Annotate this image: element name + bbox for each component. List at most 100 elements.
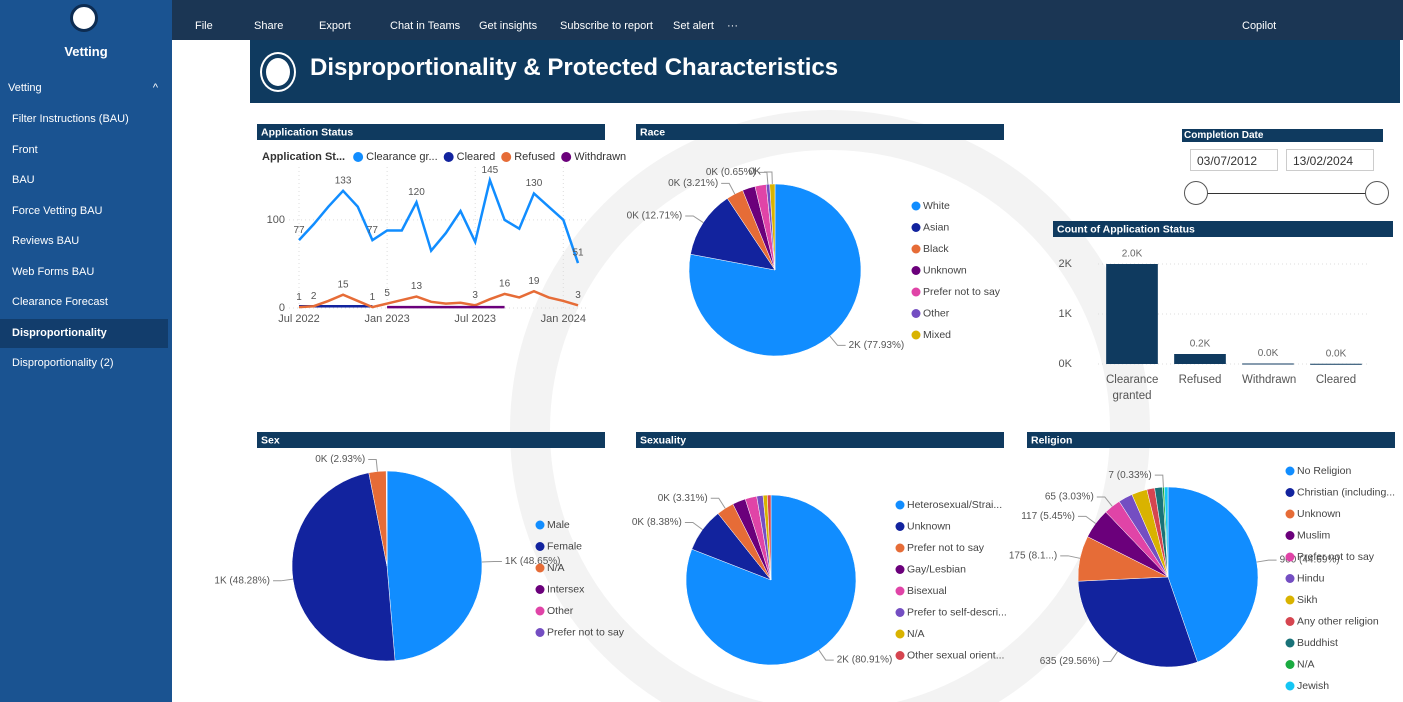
legend-label: Prefer not to say: [907, 542, 985, 554]
x-tick-box: Clearance granted: [1098, 372, 1166, 406]
data-label: 120: [408, 187, 425, 198]
chart-title: Race: [640, 126, 665, 138]
data-label: 175 (8.1...): [1009, 550, 1057, 561]
legend-marker: [896, 544, 905, 553]
legend-marker: [1286, 467, 1295, 476]
data-label: 15: [337, 279, 349, 290]
x-tick-label: Clearance granted: [1098, 372, 1166, 404]
data-label: 0.0K: [1258, 348, 1279, 359]
legend-label: Prefer not to say: [547, 626, 625, 638]
legend-label: N/A: [547, 562, 565, 574]
legend-marker: [444, 152, 454, 162]
chart-title: Application Status: [261, 126, 353, 138]
legend-label: Other: [547, 605, 574, 617]
x-tick-box: Withdrawn: [1234, 372, 1302, 406]
legend-marker: [1286, 510, 1295, 519]
legend-marker: [912, 223, 921, 232]
legend-marker: [1286, 488, 1295, 497]
legend-label: Asian: [923, 221, 949, 233]
panel-header: [636, 432, 1004, 448]
legend-marker: [896, 587, 905, 596]
legend-marker: [1286, 682, 1295, 691]
legend-marker: [896, 522, 905, 531]
data-label: 117 (5.45%): [1021, 511, 1075, 522]
legend-marker: [912, 331, 921, 340]
legend-marker: [896, 651, 905, 660]
data-label: 51: [572, 248, 584, 259]
data-label: 7 (0.33%): [1108, 470, 1151, 481]
data-label: 2: [311, 291, 317, 302]
legend-label: Male: [547, 519, 570, 531]
data-label: 65 (3.03%): [1045, 492, 1094, 503]
legend-label: Unknown: [923, 264, 967, 276]
legend-marker: [353, 152, 363, 162]
data-label: 19: [528, 276, 540, 287]
legend-label: Other sexual orient...: [907, 649, 1004, 661]
legend-label: Muslim: [1297, 529, 1331, 541]
legend-label: Mixed: [923, 329, 951, 341]
legend-label: Christian (including...: [1297, 486, 1395, 498]
legend-label: White: [923, 200, 950, 212]
legend-marker: [536, 607, 545, 616]
legend-label: Hindu: [1297, 572, 1325, 584]
legend-label: Bisexual: [907, 585, 947, 597]
legend-marker: [1286, 574, 1295, 583]
legend-label: No Religion: [1297, 465, 1351, 477]
panel-header: [1027, 432, 1395, 448]
leader-line: [368, 460, 377, 472]
bar: [1242, 364, 1294, 365]
series-line: [299, 180, 578, 263]
x-tick-label: Jul 2023: [454, 313, 496, 325]
bar: [1310, 364, 1362, 365]
leader-line: [685, 522, 703, 529]
data-label: 0K: [749, 167, 762, 178]
legend-label: Unknown: [1297, 508, 1341, 520]
legend-marker: [1286, 553, 1295, 562]
leader-line: [830, 336, 846, 345]
data-label: 2K (77.93%): [849, 340, 905, 351]
data-label: 0.2K: [1190, 339, 1211, 350]
data-label: 3: [472, 290, 478, 301]
legend-label: Refused: [514, 151, 555, 163]
legend-label: Unknown: [907, 520, 951, 532]
y-tick-label: 1K: [1059, 308, 1073, 320]
chart-title: Sex: [261, 434, 280, 446]
data-label: 130: [526, 178, 543, 189]
legend-marker: [1286, 531, 1295, 540]
legend-marker: [536, 564, 545, 573]
legend-label: Cleared: [457, 151, 496, 163]
bar: [1174, 354, 1226, 364]
y-tick-label: 100: [267, 214, 285, 226]
legend-label: Intersex: [547, 583, 585, 595]
legend-label: N/A: [1297, 658, 1315, 670]
legend-label: Sikh: [1297, 594, 1318, 606]
legend-title: Application St...: [262, 151, 345, 163]
leader-line: [1103, 652, 1118, 662]
legend-marker: [536, 542, 545, 551]
data-label: 0K (2.93%): [315, 454, 365, 465]
data-label: 1: [296, 292, 302, 303]
legend-marker: [1286, 617, 1295, 626]
panel-header: [636, 124, 1004, 140]
chart-title: Religion: [1031, 434, 1072, 446]
data-label: 0K (3.21%): [668, 178, 718, 189]
legend-marker: [561, 152, 571, 162]
leader-line: [819, 650, 834, 660]
legend-marker: [1286, 660, 1295, 669]
legend-label: Withdrawn: [574, 151, 626, 163]
leader-line: [1155, 475, 1164, 487]
legend-marker: [912, 266, 921, 275]
legend-label: Heterosexual/Strai...: [907, 499, 1002, 511]
bar: [1106, 264, 1158, 364]
legend-label: Prefer to self-descri...: [907, 606, 1007, 618]
page: { "sidebar": {"title": "Vetting", "secti…: [0, 0, 1403, 702]
data-label: 1K (48.28%): [214, 575, 270, 586]
legend-marker: [536, 585, 545, 594]
y-tick-label: 2K: [1059, 258, 1073, 270]
data-label: 5: [384, 288, 390, 299]
legend-label: Prefer not to say: [923, 286, 1001, 298]
leader-line: [482, 561, 502, 562]
data-label: 3: [575, 290, 581, 301]
x-tick-box: Cleared: [1302, 372, 1370, 406]
legend-marker: [1286, 639, 1295, 648]
